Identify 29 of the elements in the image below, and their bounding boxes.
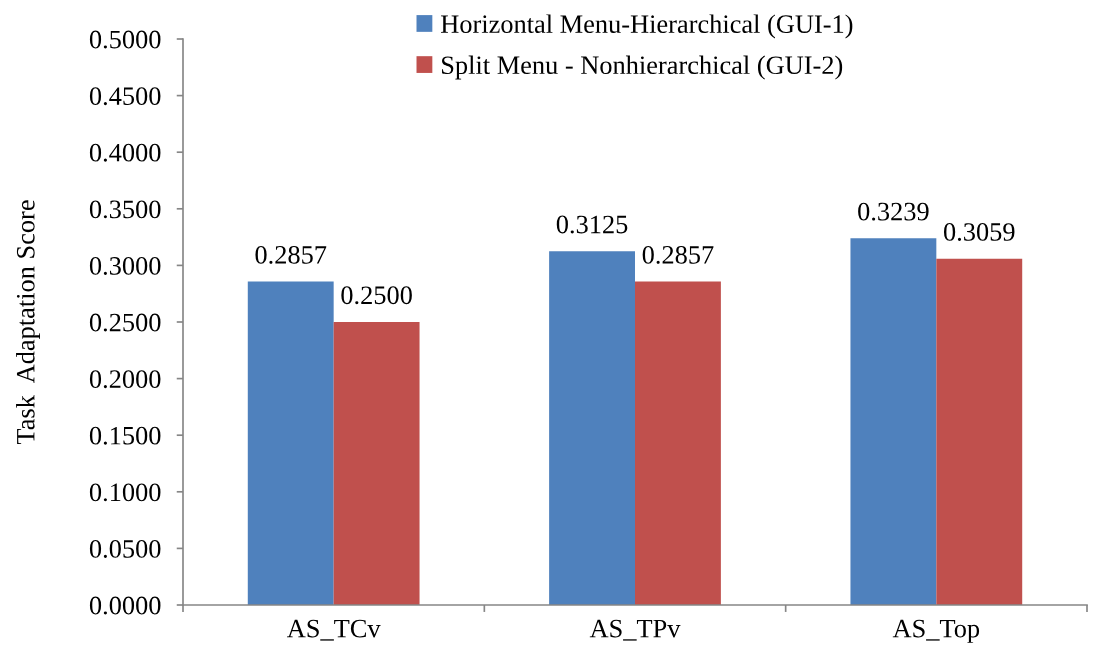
bar: [247, 281, 334, 605]
data-label: 0.2500: [341, 286, 412, 305]
bar: [333, 322, 420, 605]
bar: [549, 251, 635, 605]
data-label: 0.2857: [642, 245, 714, 264]
y-tick-label: 0.3000: [89, 257, 161, 275]
x-tick-label: AS_TCv: [287, 619, 381, 641]
y-tick-label: 0.3500: [89, 200, 161, 219]
y-tick-label: 0.5000: [89, 30, 161, 49]
bar: [936, 258, 1023, 605]
y-tick-label: 0.2500: [89, 313, 161, 332]
y-tick-label: 0.1000: [89, 483, 161, 502]
bar: [635, 281, 721, 605]
y-tick-label: 0.0500: [89, 540, 161, 558]
y-tick-label: 0.0000: [89, 596, 161, 615]
x-tick-label: AS_Top: [892, 619, 980, 643]
data-label: 0.3059: [943, 223, 1015, 241]
bar: [850, 238, 937, 605]
data-label: 0.3239: [858, 202, 929, 221]
y-tick-label: 0.1500: [89, 426, 161, 445]
y-tick-label: 0.4500: [89, 87, 161, 106]
y-tick-label: 0.2000: [89, 370, 161, 389]
data-label: 0.2857: [255, 245, 327, 264]
y-tick-label: 0.4000: [89, 143, 161, 162]
data-label: 0.3125: [556, 215, 628, 234]
x-tick-label: AS_TPv: [589, 619, 681, 641]
legend-label: Split Menu - Nonhierarchical (GUI-2): [442, 55, 843, 80]
legend-label: Horizontal Menu-Hierarchical (GUI-1): [441, 14, 853, 39]
y-axis-title: Task Adaptation Score: [16, 200, 40, 445]
